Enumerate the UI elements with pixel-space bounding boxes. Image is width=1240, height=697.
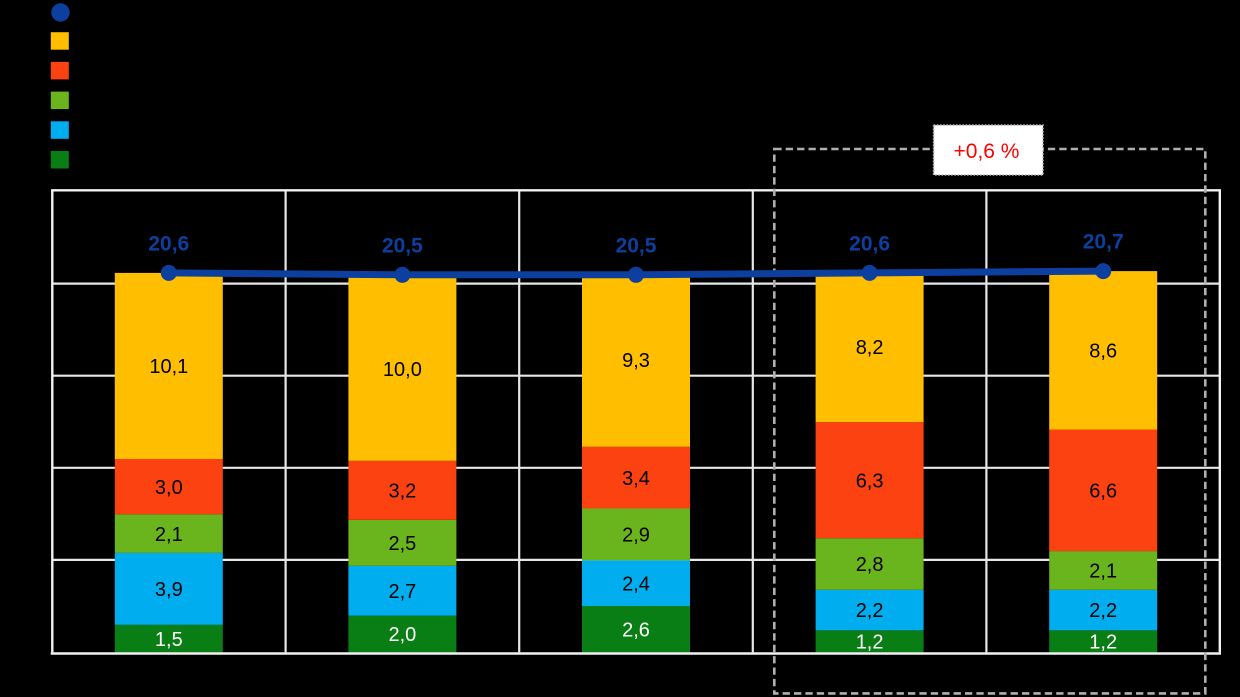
svg-text:20,7: 20,7 — [1083, 231, 1124, 254]
svg-text:8,2: 8,2 — [856, 337, 884, 359]
svg-text:2,7: 2,7 — [388, 581, 416, 603]
svg-text:3,4: 3,4 — [622, 468, 650, 490]
svg-text:3,9: 3,9 — [155, 579, 183, 601]
svg-text:2,6: 2,6 — [622, 619, 650, 641]
svg-text:2,9: 2,9 — [622, 525, 650, 547]
svg-text:20,5: 20,5 — [616, 234, 657, 257]
svg-text:6,3: 6,3 — [856, 470, 884, 492]
svg-text:6,6: 6,6 — [1089, 481, 1117, 503]
svg-text:2,8: 2,8 — [856, 554, 884, 576]
svg-text:1,2: 1,2 — [856, 632, 884, 654]
svg-text:2,1: 2,1 — [155, 524, 183, 546]
svg-text:10,0: 10,0 — [383, 359, 422, 381]
svg-text:2,1: 2,1 — [1089, 561, 1117, 583]
svg-text:2,5: 2,5 — [388, 533, 416, 555]
svg-text:10,1: 10,1 — [149, 356, 188, 378]
svg-text:20,6: 20,6 — [849, 232, 890, 255]
svg-text:20,5: 20,5 — [382, 234, 423, 257]
svg-text:2,0: 2,0 — [388, 624, 416, 646]
svg-text:2,2: 2,2 — [856, 600, 884, 622]
svg-text:2,4: 2,4 — [622, 573, 650, 595]
svg-text:2,2: 2,2 — [1089, 600, 1117, 622]
svg-text:9,3: 9,3 — [622, 350, 650, 372]
svg-text:+0,6 %: +0,6 % — [954, 140, 1020, 163]
svg-text:8,6: 8,6 — [1089, 341, 1117, 363]
svg-text:3,0: 3,0 — [155, 477, 183, 499]
svg-text:1,2: 1,2 — [1089, 632, 1117, 654]
svg-text:20,6: 20,6 — [148, 232, 189, 255]
svg-text:1,5: 1,5 — [155, 629, 183, 651]
svg-text:3,2: 3,2 — [388, 481, 416, 503]
